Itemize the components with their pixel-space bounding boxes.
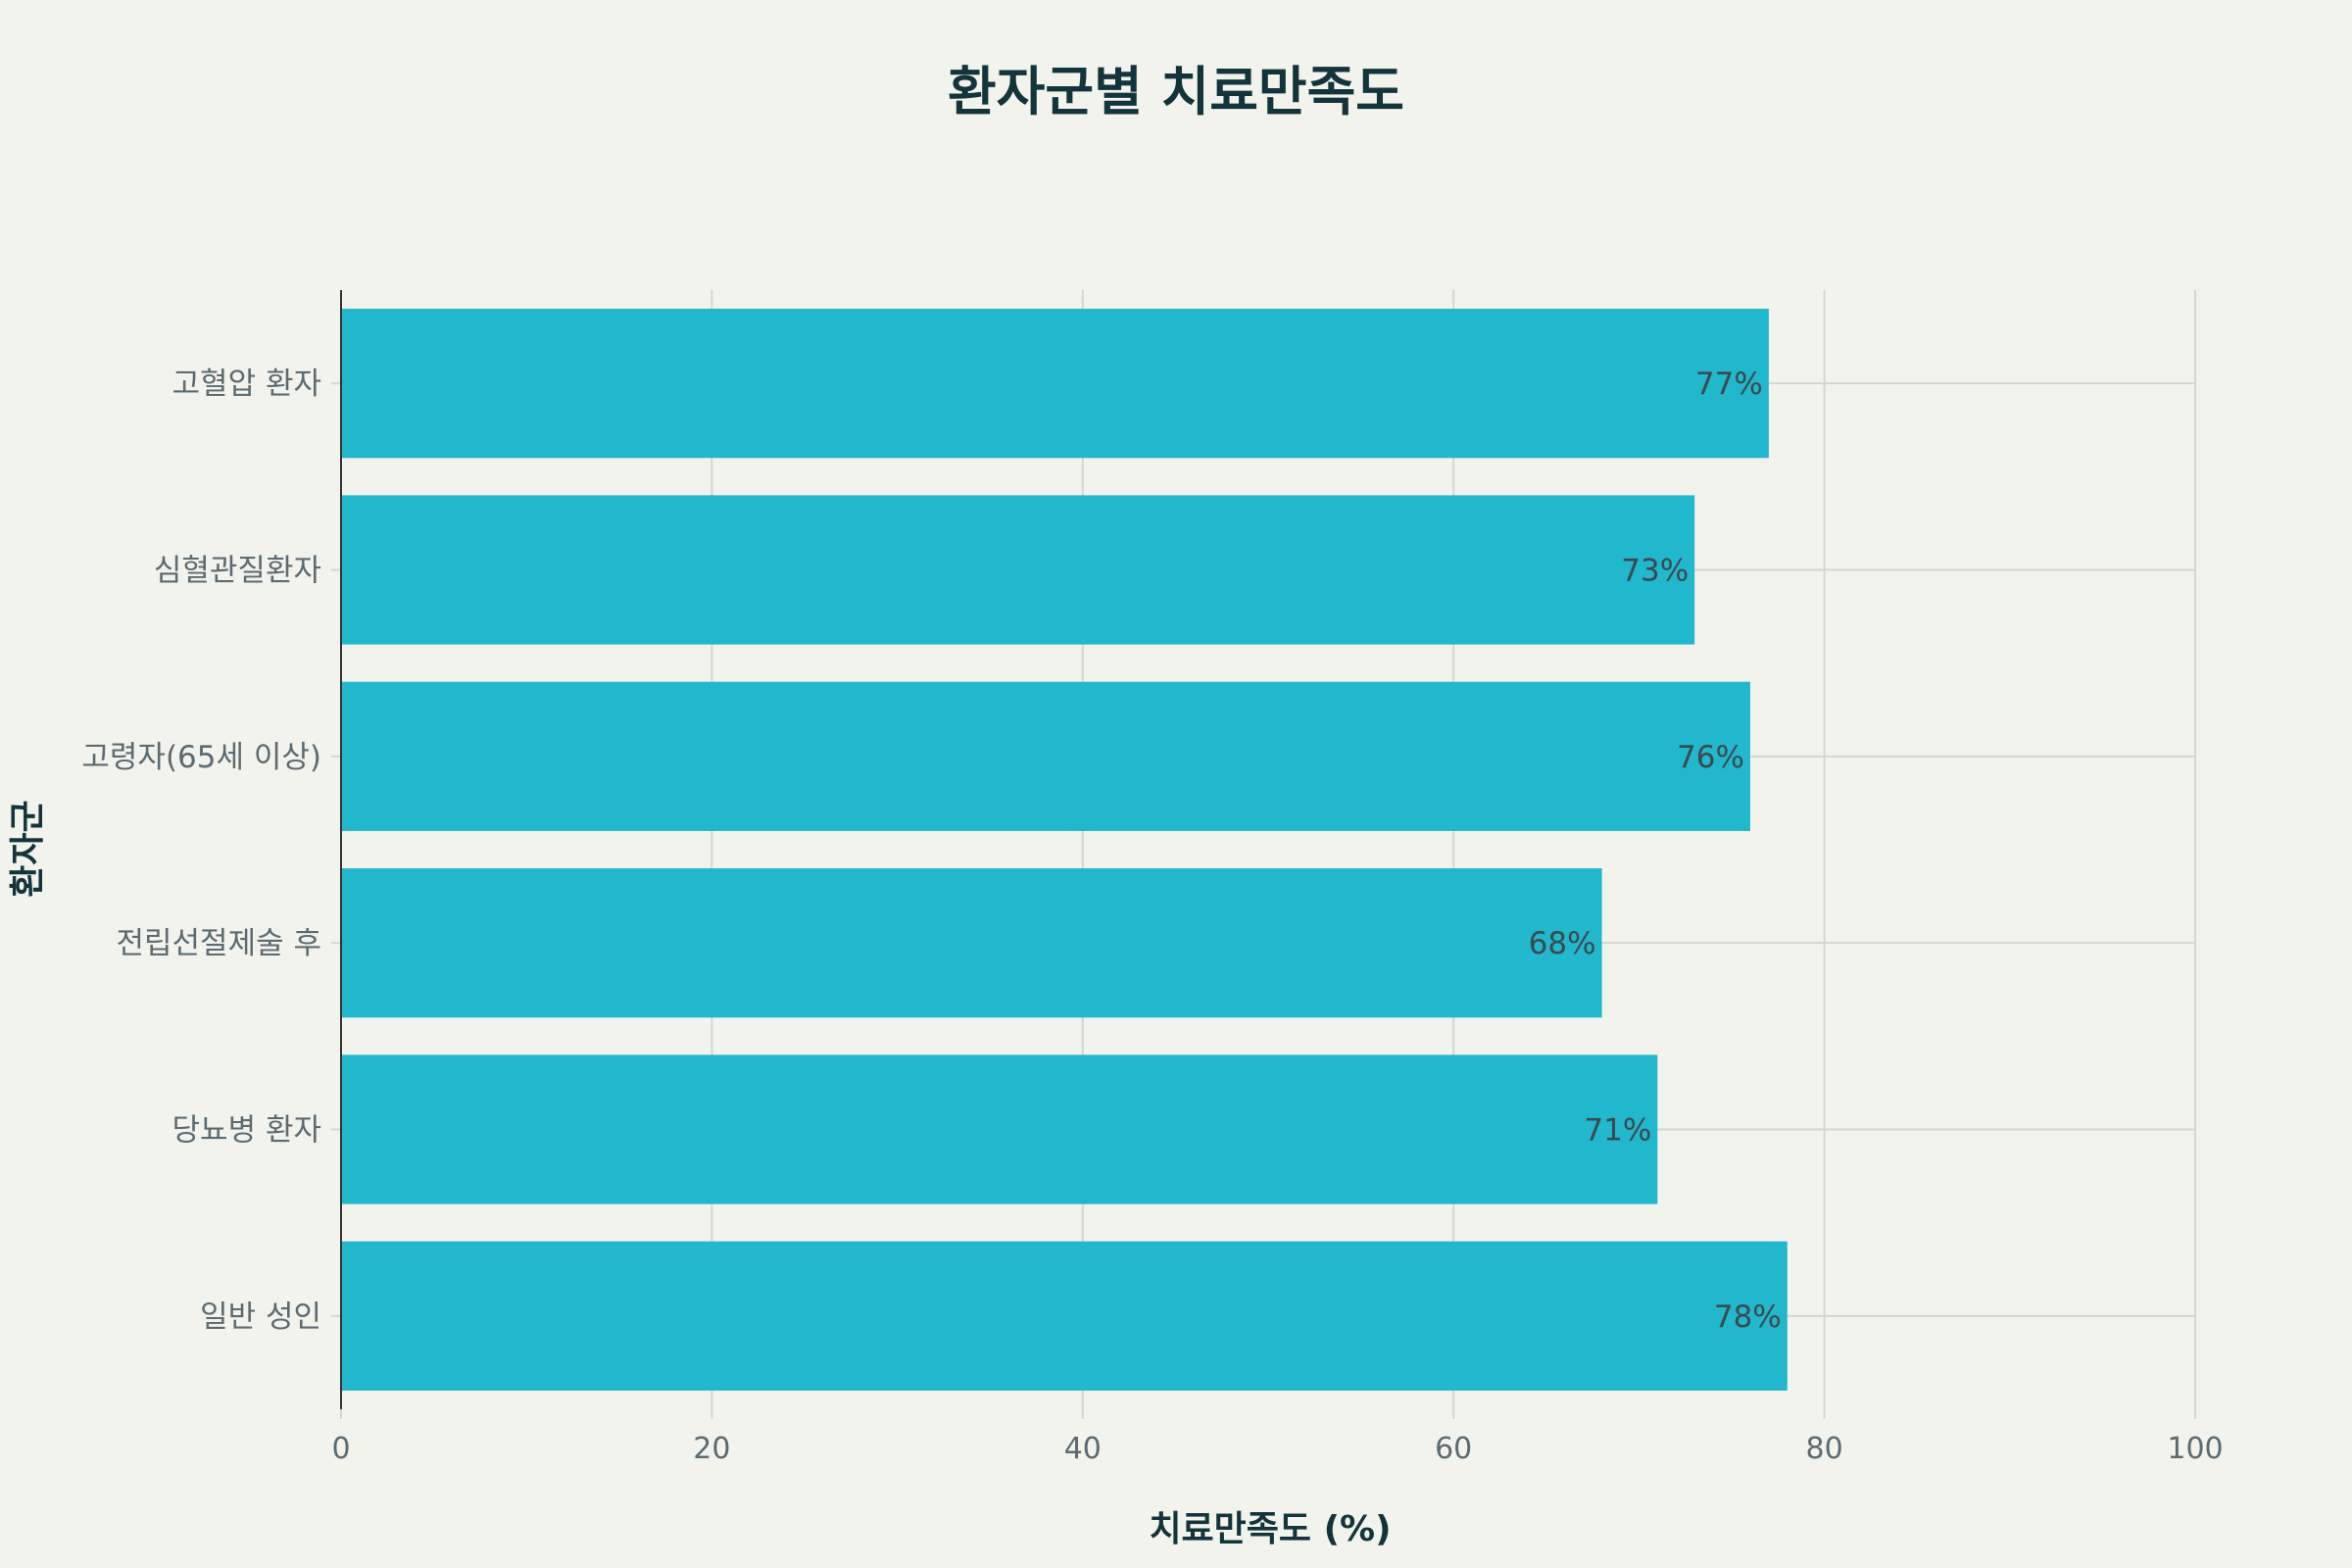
bar-data-label: 73% xyxy=(1621,554,1689,589)
y-category-label: 고혈압 환자 xyxy=(172,367,321,402)
bar-data-label: 78% xyxy=(1714,1299,1782,1335)
bar xyxy=(341,1054,1658,1204)
x-tick-label: 60 xyxy=(1435,1432,1472,1466)
x-axis-title: 치료만족도 (%) xyxy=(1149,1509,1391,1549)
y-category-label: 전립선절제술 후 xyxy=(117,926,322,961)
bar xyxy=(341,1241,1788,1391)
bars-layer xyxy=(341,309,1788,1391)
y-category-label: 일반 성인 xyxy=(200,1299,321,1335)
x-tick-label: 40 xyxy=(1064,1432,1102,1466)
bar xyxy=(341,868,1602,1018)
bar-data-label: 77% xyxy=(1695,367,1763,402)
chart-title: 환자군별 치료만족도 xyxy=(948,61,1404,122)
labels-layer: 0 20 40 60 80 100 77% 고혈압 환자 73% 심혈관질환자 76% 고령자(65세… xyxy=(81,367,2223,1466)
y-category-label: 당뇨병 환자 xyxy=(172,1113,321,1149)
bar xyxy=(341,681,1750,831)
x-tick-label: 0 xyxy=(331,1432,350,1466)
x-tick-label: 100 xyxy=(2167,1432,2223,1466)
bar xyxy=(341,309,1769,459)
y-category-label: 심혈관질환자 xyxy=(154,554,321,589)
x-tick-label: 20 xyxy=(693,1432,730,1466)
bar-data-label: 68% xyxy=(1529,926,1596,961)
bar-data-label: 76% xyxy=(1677,740,1744,775)
x-tick-label: 80 xyxy=(1806,1432,1843,1466)
y-category-label: 고령자(65세 이상) xyxy=(81,740,321,775)
bar xyxy=(341,495,1695,645)
y-axis-title: 환자군 xyxy=(8,800,48,897)
bar-data-label: 71% xyxy=(1584,1113,1651,1149)
